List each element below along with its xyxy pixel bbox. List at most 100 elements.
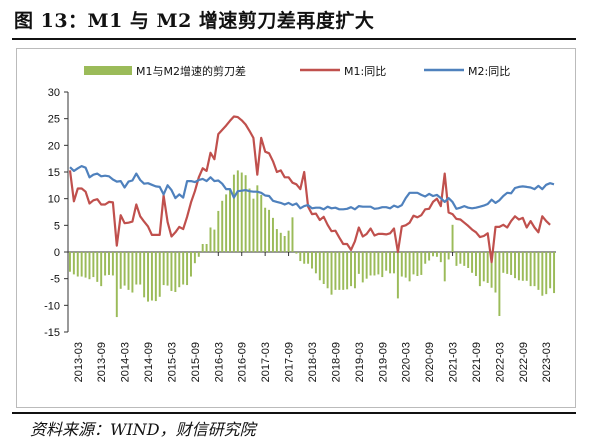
spread-bar xyxy=(271,217,274,252)
spread-bar xyxy=(127,252,130,290)
spread-bar xyxy=(182,252,185,285)
spread-bar xyxy=(447,252,450,260)
spread-bar xyxy=(439,252,442,263)
spread-bar xyxy=(490,252,493,288)
x-tick-label: 2020-03 xyxy=(401,342,413,382)
spread-bar xyxy=(221,200,224,252)
spread-bar xyxy=(307,252,310,264)
spread-bar xyxy=(545,252,548,295)
spread-bar xyxy=(178,252,181,288)
x-tick-label: 2015-03 xyxy=(166,342,178,382)
spread-bar xyxy=(326,252,329,289)
y-tick-label: -5 xyxy=(50,274,60,286)
spread-bar xyxy=(428,252,431,261)
spread-bar xyxy=(84,252,87,278)
spread-bar xyxy=(463,252,466,266)
spread-bar xyxy=(213,229,216,252)
spread-bar xyxy=(162,252,165,286)
spread-bar xyxy=(229,189,231,252)
spread-bar xyxy=(525,252,528,281)
spread-bar xyxy=(147,252,150,302)
x-tick-label: 2022-03 xyxy=(494,342,506,382)
spread-bar xyxy=(514,252,516,279)
spread-bar xyxy=(88,252,91,280)
spread-bar xyxy=(365,252,368,279)
spread-bar xyxy=(111,252,114,276)
spread-bar xyxy=(498,252,501,316)
x-tick-label: 2023-03 xyxy=(541,342,553,382)
y-tick-label: 5 xyxy=(54,220,60,232)
spread-bar xyxy=(338,252,341,290)
x-tick-label: 2020-09 xyxy=(424,342,436,382)
spread-bar xyxy=(279,232,282,252)
spread-bar xyxy=(100,252,103,287)
spread-bar xyxy=(190,252,192,277)
spread-bar xyxy=(529,252,532,287)
spread-bar xyxy=(209,227,212,252)
y-tick-label: 15 xyxy=(48,167,60,179)
spread-bar xyxy=(201,244,204,252)
spread-bar xyxy=(471,252,474,273)
spread-bar xyxy=(232,174,235,252)
spread-bar xyxy=(92,252,95,278)
spread-bar xyxy=(424,252,427,264)
spread-bar xyxy=(244,175,247,252)
spread-bar xyxy=(283,236,286,252)
spread-bar xyxy=(119,252,122,289)
spread-bar xyxy=(478,252,481,287)
spread-bar xyxy=(330,252,333,295)
spread-bar xyxy=(174,252,177,292)
spread-bar xyxy=(506,252,509,274)
spread-bar xyxy=(549,252,552,289)
spread-bar xyxy=(502,252,505,273)
legend-label-spread: M1与M2增速的剪刀差 xyxy=(136,64,246,78)
spread-bar xyxy=(357,252,360,274)
spread-bar xyxy=(416,252,419,276)
spread-bar xyxy=(303,252,306,264)
spread-bar xyxy=(236,170,239,252)
spread-bar xyxy=(158,252,161,297)
spread-bar xyxy=(131,252,134,293)
y-tick-label: 25 xyxy=(48,114,60,126)
source-rule xyxy=(12,412,576,414)
spread-bar xyxy=(299,252,302,262)
x-tick-label: 2014-03 xyxy=(120,342,132,382)
spread-bar xyxy=(381,252,384,278)
spread-bar xyxy=(510,252,513,275)
y-tick-label: -10 xyxy=(44,300,60,312)
spread-bar xyxy=(467,252,470,268)
spread-bar xyxy=(373,252,376,276)
spread-bar xyxy=(186,252,189,286)
spread-bar xyxy=(482,252,485,282)
spread-bar xyxy=(260,194,263,252)
spread-bar xyxy=(541,252,544,296)
spread-bar xyxy=(268,209,271,252)
x-tick-label: 2017-09 xyxy=(284,342,296,382)
legend-label-m1: M1:同比 xyxy=(344,65,386,78)
spread-bar xyxy=(389,252,392,274)
spread-bar xyxy=(252,198,255,252)
spread-bar xyxy=(404,252,407,278)
x-tick-label: 2013-09 xyxy=(96,342,108,382)
spread-bar xyxy=(350,252,353,287)
spread-bar xyxy=(115,252,118,318)
spread-bar xyxy=(150,252,153,301)
spread-bar xyxy=(408,252,411,282)
x-tick-label: 2016-03 xyxy=(213,342,225,382)
x-tick-label: 2015-09 xyxy=(190,342,202,382)
spread-bar xyxy=(217,210,220,252)
title-rule xyxy=(12,38,576,40)
spread-bar xyxy=(96,252,99,282)
y-tick-label: -15 xyxy=(44,327,60,339)
source-note: 资料来源：WIND，财信研究院 xyxy=(30,420,256,439)
x-tick-label: 2016-09 xyxy=(237,342,249,382)
spread-bar xyxy=(342,252,345,290)
spread-bar xyxy=(537,252,540,290)
spread-bar xyxy=(240,172,243,252)
spread-bar xyxy=(291,217,294,252)
x-tick-label: 2014-09 xyxy=(143,342,155,382)
spread-bar xyxy=(443,252,446,282)
x-tick-label: 2013-03 xyxy=(73,342,85,382)
spread-bar xyxy=(287,230,290,252)
